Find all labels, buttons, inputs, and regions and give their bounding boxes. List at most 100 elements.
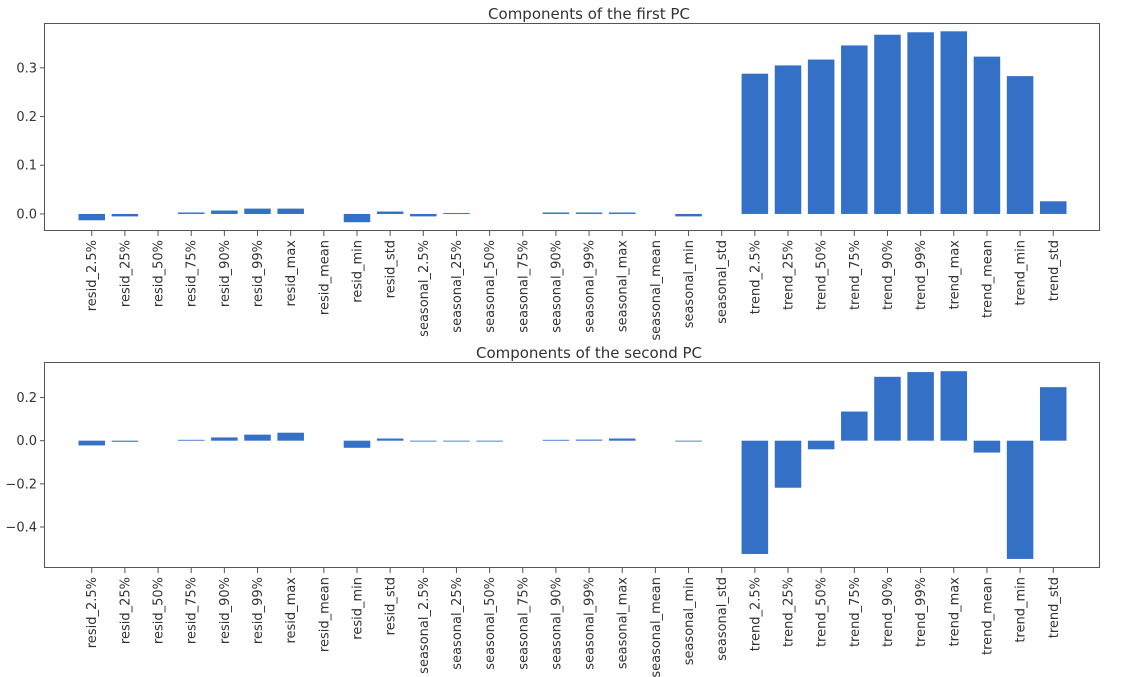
x-tick-label: trend_90% [881,577,896,647]
x-tick-label: seasonal_mean [649,577,664,677]
x-tick-label: trend_75% [848,240,863,310]
x-tick-label: seasonal_75% [516,240,531,333]
x-tick-label: trend_25% [782,240,797,310]
x-tick-label: seasonal_max [616,240,631,332]
y-tick-label: −0.2 [5,477,37,492]
x-tick-label: resid_99% [251,577,266,644]
y-tick-label: 0.1 [16,159,37,174]
x-tick-label: trend_mean [980,577,995,655]
bar-resid_2.5% [78,440,106,446]
bar-trend_2.5% [741,73,769,214]
x-tick-label: seasonal_75% [516,577,531,670]
x-tick-label: trend_mean [980,240,995,318]
bar-trend_50% [807,440,835,450]
bar-resid_25% [111,440,139,442]
x-tick-label: resid_90% [218,240,233,307]
x-tick-label: seasonal_99% [583,240,598,333]
x-tick-label: trend_25% [782,577,797,647]
x-tick-label: seasonal_50% [483,577,498,670]
x-tick-label: resid_std [384,577,399,635]
bars [78,371,1067,559]
x-tick-label: seasonal_max [616,577,631,669]
chart-second-pc: Components of the second PC −0.4 −0.2 0.0 0… [5,344,1100,677]
y-tick-label: 0.2 [16,110,37,125]
bar-seasonal_50% [476,440,503,442]
x-tick-label: seasonal_std [715,240,730,324]
bar-trend_max [940,371,968,441]
bar-resid_min [343,440,371,448]
x-tick-label: seasonal_min [682,577,697,665]
bar-resid_99% [244,434,271,441]
x-tick-label: resid_25% [118,240,133,307]
x-tick-label: resid_99% [251,240,266,307]
x-tick-label: resid_min [350,240,365,303]
x-tick-label: seasonal_2.5% [417,577,432,674]
bar-resid_std [376,211,404,214]
x-tick-label: trend_75% [848,577,863,647]
x-tick-label: resid_50% [152,577,167,644]
plot-area-frame [44,23,1100,231]
bar-trend_25% [774,65,802,214]
chart-title: Components of the first PC [488,5,690,23]
bar-seasonal_90% [542,212,570,214]
bar-resid_75% [177,212,205,214]
bar-seasonal_max [608,212,636,214]
x-tick-label: resid_max [284,240,299,307]
x-tick-label: resid_2.5% [85,240,100,311]
bar-seasonal_90% [542,439,570,441]
y-axis-ticks: 0.0 0.1 0.2 0.3 [16,61,45,222]
chart-first-pc: Components of the first PC 0.00.10.20.3 … [16,5,1100,341]
bar-resid_std [376,438,404,441]
x-tick-label: resid_min [350,577,365,640]
x-tick-label: seasonal_25% [450,577,465,670]
x-tick-label: resid_max [284,577,299,644]
x-tick-label: seasonal_90% [549,577,564,670]
x-tick-label: trend_std [1047,577,1062,638]
bar-resid_2.5% [78,213,106,221]
chart-title: Components of the second PC [476,344,702,362]
bar-seasonal_2.5% [410,213,437,217]
x-tick-label: trend_99% [914,240,929,310]
x-tick-label: seasonal_mean [649,240,664,341]
x-tick-label: trend_max [947,577,962,647]
x-tick-label: resid_mean [317,240,332,315]
x-tick-label: seasonal_90% [549,240,564,333]
bar-seasonal_max [608,438,636,441]
x-tick-label: trend_min [1014,577,1029,643]
x-tick-label: trend_99% [914,577,929,647]
bar-seasonal_99% [575,212,603,214]
y-tick-label: 0.0 [16,207,37,222]
bar-trend_max [940,31,968,214]
x-tick-label: resid_25% [118,577,133,644]
x-tick-label: seasonal_25% [450,240,465,333]
bar-trend_90% [874,376,901,441]
x-tick-label: seasonal_2.5% [417,240,432,337]
x-tick-label: resid_std [384,240,399,298]
plot-area-frame [44,362,1100,568]
x-tick-label: resid_50% [152,240,167,307]
bar-resid_max [277,208,304,214]
bar-trend_std [1039,201,1067,214]
bar-trend_min [1006,440,1034,559]
bar-trend_99% [907,32,934,214]
bar-seasonal_min [675,213,702,217]
x-tick-label: trend_min [1014,240,1029,306]
bar-trend_std [1039,387,1067,441]
bar-resid_25% [111,213,139,217]
x-tick-label: trend_2.5% [748,240,763,314]
bar-resid_90% [211,210,238,214]
x-tick-label: resid_90% [218,577,233,644]
bar-trend_25% [774,440,802,488]
bar-resid_99% [244,208,271,214]
x-tick-label: resid_2.5% [85,577,100,648]
y-tick-label: 0.2 [16,391,37,406]
bar-trend_50% [807,59,835,214]
bar-trend_75% [841,45,868,214]
bar-trend_75% [841,411,868,441]
bar-resid_75% [177,439,205,441]
bar-trend_2.5% [741,440,769,554]
x-tick-label: seasonal_min [682,240,697,328]
x-tick-label: resid_75% [185,577,200,644]
bar-trend_min [1006,76,1034,214]
